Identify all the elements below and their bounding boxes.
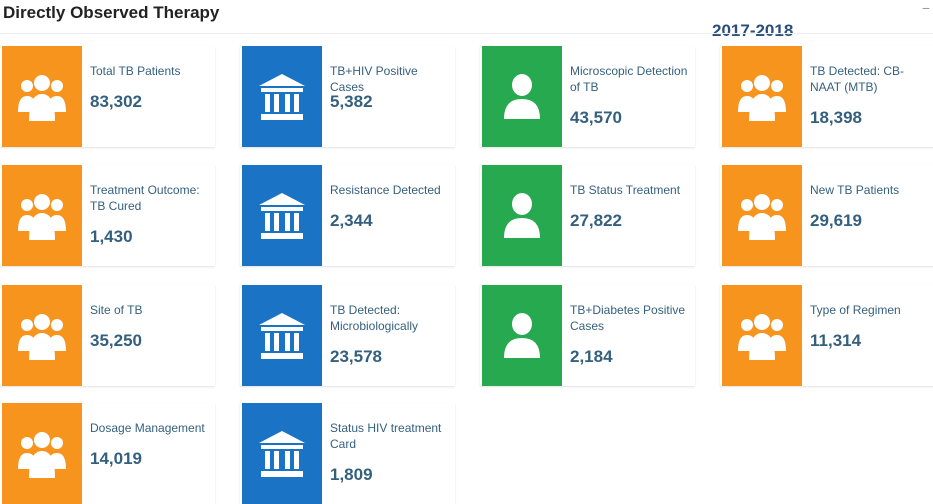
people-group-icon — [2, 285, 82, 386]
card-value: 2,344 — [330, 211, 373, 230]
people-group-icon — [2, 46, 82, 147]
people-group-icon — [2, 165, 82, 266]
stat-card-tb-hiv-positive[interactable]: TB+HIV Positive Cases 5,382 — [240, 46, 455, 147]
card-value: 1,809 — [330, 465, 373, 484]
card-value: 27,822 — [570, 211, 622, 230]
card-value: 2,184 — [570, 347, 613, 366]
card-value: 11,314 — [810, 331, 862, 350]
card-label: Status HIV treatment Card — [330, 421, 442, 451]
card-label: Site of TB — [90, 303, 143, 317]
card-value: 29,619 — [810, 211, 862, 230]
people-group-icon — [722, 285, 802, 386]
card-label: TB Detected: Microbiologically — [330, 303, 419, 333]
bank-building-icon — [242, 285, 322, 386]
collapse-button[interactable]: − — [921, 0, 931, 16]
bank-building-icon — [242, 165, 322, 266]
card-label: TB+HIV Positive Cases — [330, 64, 418, 94]
stat-card-resistance-detected[interactable]: Resistance Detected 2,344 — [240, 165, 455, 266]
card-label: Treatment Outcome: TB Cured — [90, 183, 200, 213]
card-label: Resistance Detected — [330, 183, 441, 197]
stat-card-cb-naat[interactable]: TB Detected: CB-NAAT (MTB) 18,398 — [720, 46, 933, 147]
stat-card-treatment-outcome[interactable]: Treatment Outcome: TB Cured 1,430 — [0, 165, 215, 266]
card-value: 43,570 — [570, 108, 622, 127]
stat-card-tb-diabetes[interactable]: TB+Diabetes Positive Cases 2,184 — [480, 285, 695, 386]
stat-card-status-hiv-treatment[interactable]: Status HIV treatment Card 1,809 — [240, 403, 455, 504]
card-label: TB Status Treatment — [570, 183, 681, 197]
stat-card-tb-status-treatment[interactable]: TB Status Treatment 27,822 — [480, 165, 695, 266]
stat-card-total-tb-patients[interactable]: Total TB Patients 83,302 — [0, 46, 215, 147]
people-group-icon — [722, 165, 802, 266]
stat-card-dosage-management[interactable]: Dosage Management 14,019 — [0, 403, 215, 504]
bank-building-icon — [242, 46, 322, 147]
card-label: New TB Patients — [810, 183, 900, 197]
people-group-icon — [2, 403, 82, 504]
card-value: 23,578 — [330, 347, 382, 366]
year-label: 2017-2018 — [712, 21, 794, 40]
card-value: 35,250 — [90, 331, 142, 350]
page-title: Directly Observed Therapy — [3, 3, 220, 22]
user-icon — [482, 285, 562, 386]
card-value: 83,302 — [90, 92, 142, 111]
stat-card-site-of-tb[interactable]: Site of TB 35,250 — [0, 285, 215, 386]
stat-card-microbiologically[interactable]: TB Detected: Microbiologically 23,578 — [240, 285, 455, 386]
card-value: 5,382 — [330, 92, 373, 111]
card-value: 14,019 — [90, 449, 142, 468]
stat-card-microscopic-detection[interactable]: Microscopic Detection of TB 43,570 — [480, 46, 695, 147]
user-icon — [482, 165, 562, 266]
people-group-icon — [722, 46, 802, 147]
user-icon — [482, 46, 562, 147]
card-label: Dosage Management — [90, 421, 205, 435]
card-value: 18,398 — [810, 108, 862, 127]
card-label: Microscopic Detection of TB — [570, 64, 688, 94]
header-divider — [0, 33, 933, 34]
card-value: 1,430 — [90, 227, 133, 246]
card-label: Total TB Patients — [90, 64, 181, 78]
stat-card-new-tb-patients[interactable]: New TB Patients 29,619 — [720, 165, 933, 266]
stat-card-type-of-regimen[interactable]: Type of Regimen 11,314 — [720, 285, 933, 386]
card-label: TB+Diabetes Positive Cases — [570, 303, 686, 333]
card-label: TB Detected: CB-NAAT (MTB) — [810, 64, 905, 94]
card-label: Type of Regimen — [810, 303, 901, 317]
bank-building-icon — [242, 403, 322, 504]
